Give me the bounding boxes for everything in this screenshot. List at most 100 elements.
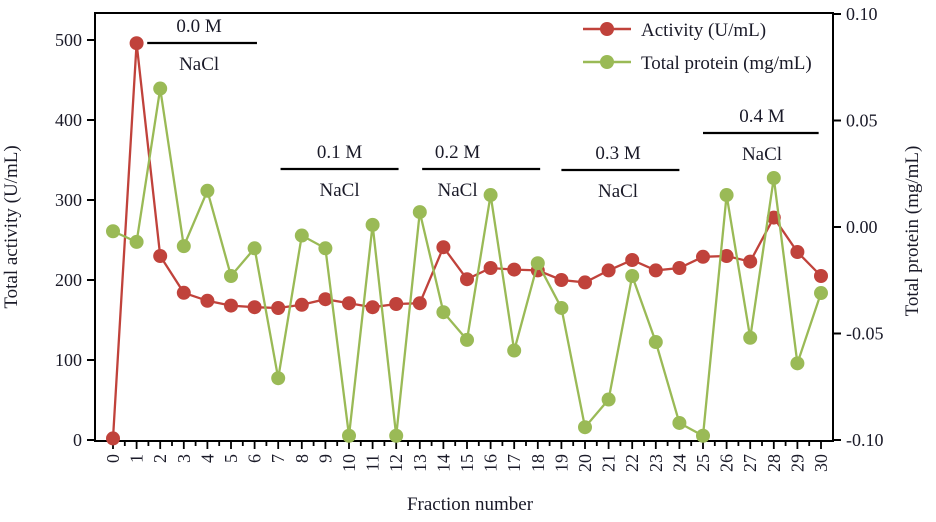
y-right-tick-label: 0.00	[846, 217, 878, 237]
data-point-protein	[814, 286, 828, 301]
x-tick-label: 3	[174, 454, 194, 463]
y-right-tick-label: 0.05	[846, 111, 878, 131]
data-point-activity	[436, 240, 451, 255]
x-tick-label: 2	[150, 454, 170, 463]
nacl-sub-label: NaCl	[742, 144, 782, 165]
y-left-tick-label: 0	[73, 430, 82, 450]
x-tick-label: 30	[811, 454, 831, 472]
data-point-protein	[719, 188, 734, 203]
series-line-activity	[111, 43, 822, 439]
plot-frame	[94, 12, 834, 442]
x-axis-title: Fraction number	[407, 494, 534, 515]
data-point-protein	[530, 256, 545, 271]
nacl-sub-label: NaCl	[320, 180, 360, 201]
x-tick-label: 9	[315, 454, 335, 463]
x-tick-label: 15	[457, 454, 477, 472]
data-point-activity	[625, 253, 640, 267]
nacl-molarity-label: 0.0 M	[176, 16, 222, 37]
data-point-activity	[743, 254, 758, 269]
x-tick-label: 0	[103, 454, 123, 463]
data-point-protein	[106, 224, 120, 239]
legend: Activity (U/mL) Total protein (mg/mL)	[583, 20, 812, 74]
nacl-molarity-label: 0.3 M	[595, 143, 641, 164]
data-point-activity	[814, 269, 828, 283]
legend-protein-label: Total protein (mg/mL)	[641, 53, 812, 74]
data-point-activity	[507, 262, 522, 277]
data-point-protein	[389, 428, 404, 443]
data-point-protein	[436, 305, 451, 320]
x-tick-label: 8	[292, 454, 312, 463]
x-tick-label: 13	[410, 454, 430, 472]
data-point-protein	[342, 428, 356, 443]
y-left-tick-label: 100	[55, 350, 82, 370]
data-point-protein	[365, 217, 380, 232]
y-left-tick-label: 200	[55, 270, 82, 290]
data-point-activity	[176, 285, 191, 300]
data-point-activity	[719, 249, 734, 263]
data-point-activity	[483, 261, 498, 275]
data-point-protein	[648, 335, 663, 350]
data-point-protein	[766, 171, 781, 186]
data-point-activity	[318, 292, 333, 307]
data-point-activity	[224, 298, 238, 313]
x-tick-label: 23	[646, 454, 666, 472]
nacl-sub-label: NaCl	[179, 54, 219, 75]
data-point-protein	[460, 332, 474, 347]
data-point-activity	[790, 245, 805, 259]
data-point-protein	[554, 300, 569, 315]
y-left-tick-label: 500	[55, 30, 82, 50]
y-left-tick-label: 300	[55, 190, 82, 210]
x-tick-label: 26	[717, 454, 737, 472]
data-point-activity	[106, 431, 120, 446]
x-tick-label: 25	[693, 454, 713, 472]
y-right-tick-label: -0.05	[846, 324, 884, 344]
x-tick-label: 16	[481, 454, 501, 472]
y-left-tick-label: 400	[55, 110, 82, 130]
data-point-protein	[672, 415, 687, 430]
y-right-tick-label: 0.10	[846, 4, 878, 24]
x-tick-label: 6	[245, 454, 265, 463]
data-point-protein	[200, 183, 215, 198]
x-tick-label: 19	[551, 454, 571, 472]
data-point-activity	[365, 300, 380, 315]
data-point-activity	[648, 263, 663, 278]
data-point-activity	[271, 301, 286, 315]
legend-protein-marker-icon	[600, 55, 614, 69]
nacl-sub-label: NaCl	[598, 181, 638, 202]
nacl-molarity-label: 0.4 M	[739, 106, 785, 127]
data-point-activity	[412, 296, 427, 311]
data-point-protein	[247, 241, 262, 256]
legend-activity-marker-icon	[600, 22, 614, 36]
data-point-protein	[601, 392, 616, 407]
x-tick-label: 12	[386, 454, 406, 472]
data-point-activity	[601, 263, 616, 278]
data-point-protein	[507, 343, 522, 358]
x-tick-label: 22	[622, 454, 642, 472]
data-point-protein	[294, 228, 309, 243]
x-tick-label: 1	[127, 454, 147, 463]
data-point-protein	[129, 234, 144, 249]
data-point-activity	[342, 296, 356, 311]
data-point-protein	[224, 268, 238, 283]
data-point-activity	[696, 249, 710, 264]
x-tick-label: 21	[599, 454, 619, 472]
x-tick-label: 27	[740, 454, 760, 472]
data-point-protein	[578, 420, 592, 435]
data-point-activity	[200, 293, 215, 308]
nacl-sub-label: NaCl	[438, 180, 478, 201]
data-point-protein	[176, 239, 191, 254]
x-tick-label: 17	[504, 454, 524, 472]
data-point-activity	[153, 249, 168, 263]
data-point-activity	[672, 261, 687, 275]
y-right-tick-label: -0.10	[846, 430, 884, 450]
x-tick-label: 5	[221, 454, 241, 463]
data-point-protein	[318, 241, 333, 256]
data-point-activity	[554, 273, 569, 287]
x-tick-label: 28	[764, 454, 784, 472]
x-tick-label: 20	[575, 454, 595, 472]
x-tick-label: 4	[197, 454, 217, 463]
data-point-activity	[389, 297, 404, 311]
data-point-protein	[743, 330, 758, 345]
